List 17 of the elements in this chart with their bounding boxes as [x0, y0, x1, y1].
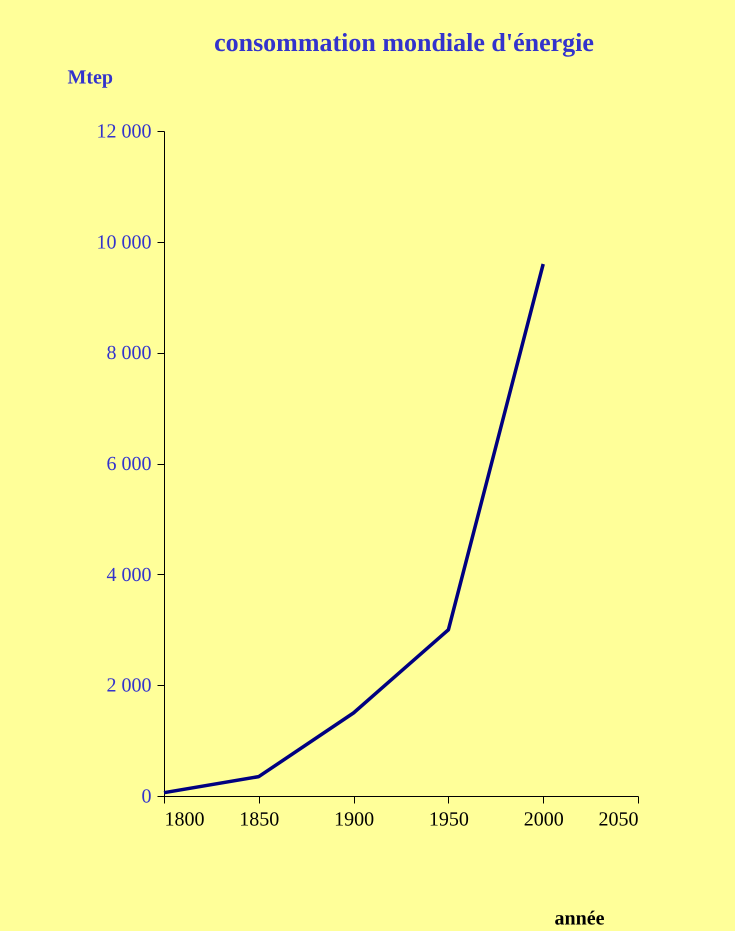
y-tick-label: 4 000 — [106, 564, 152, 586]
x-tick-label: 1800 — [164, 808, 204, 830]
x-tick-label: 1900 — [334, 808, 374, 830]
y-tick-label: 0 — [142, 786, 152, 808]
x-tick-label: 1850 — [239, 808, 280, 830]
x-tick-label: 2000 — [524, 808, 564, 830]
x-axis-title: année — [554, 908, 605, 930]
x-tick-label: 1950 — [428, 808, 469, 830]
y-tick-label: 8 000 — [106, 342, 152, 364]
x-tick-label: 2050 — [598, 808, 638, 830]
y-tick-label: 6 000 — [106, 453, 152, 475]
y-axis-title: Mtep — [68, 66, 114, 88]
y-tick-label: 10 000 — [96, 231, 152, 254]
line-series — [162, 262, 545, 794]
y-tick-label: 2 000 — [106, 674, 152, 697]
chart-title: consommation mondiale d'énergie — [214, 28, 594, 57]
y-tick-label: 12 000 — [96, 120, 152, 142]
